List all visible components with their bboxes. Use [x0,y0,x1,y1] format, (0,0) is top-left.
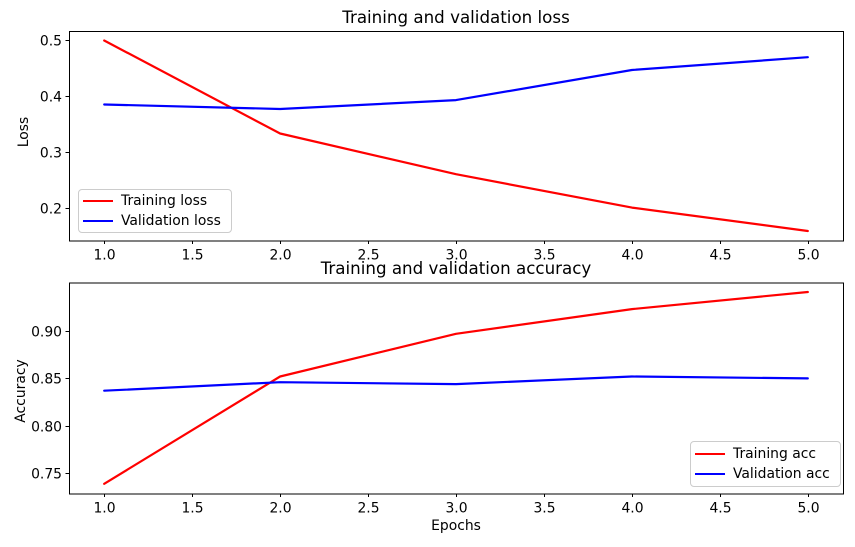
y-tick-label: 0.90 [31,324,62,340]
x-tick-label: 3.0 [445,500,467,516]
validation-acc-line-swatch [695,472,725,476]
x-tick-label: 1.5 [181,500,203,516]
y-tick-label: 0.80 [31,419,62,435]
loss-legend: Training loss Validation loss [78,189,232,233]
legend-entry-validation-acc: Validation acc [695,464,830,484]
validation-loss-line-swatch [83,219,113,223]
training-acc-line [103,290,809,485]
x-tick-label: 4.5 [709,500,731,516]
training-acc-legend-label: Training acc [733,446,817,462]
x-tick-label: 2.5 [357,500,379,516]
legend-entry-training-acc: Training acc [695,444,830,464]
x-tick-label: 5.0 [797,500,819,516]
x-tick-label: 4.0 [621,500,643,516]
y-tick-label: 0.4 [40,89,62,105]
y-tick-label: 0.85 [31,371,62,387]
x-tick-label: 2.0 [269,248,291,264]
training-acc-line-swatch [695,452,725,456]
validation-loss-line [103,56,809,111]
epochs-x-axis-label: Epochs [431,518,481,534]
validation-acc-line [103,375,809,392]
training-loss-line [103,39,809,233]
x-tick-label: 1.0 [93,248,115,264]
x-tick-label: 3.5 [533,248,555,264]
y-tick-label: 0.3 [40,145,62,161]
training-loss-legend-label: Training loss [121,193,208,209]
x-tick-label: 2.0 [269,500,291,516]
validation-acc-legend-label: Validation acc [733,466,830,482]
x-tick-label: 1.0 [93,500,115,516]
validation-loss-legend-label: Validation loss [121,213,221,229]
loss-y-axis-label: Loss [16,116,32,148]
y-tick-label: 0.2 [40,201,62,217]
training-loss-line-swatch [83,199,113,203]
x-tick-label: 4.5 [709,248,731,264]
legend-entry-validation-loss: Validation loss [83,211,221,231]
accuracy-y-axis-label: Accuracy [13,359,29,423]
x-tick-label: 5.0 [797,248,819,264]
accuracy-chart-title: Training and validation accuracy [320,258,592,278]
x-tick-label: 3.0 [445,248,467,264]
x-tick-label: 3.5 [533,500,555,516]
accuracy-legend: Training acc Validation acc [690,441,841,487]
legend-entry-training-loss: Training loss [83,191,221,211]
x-tick-label: 1.5 [181,248,203,264]
y-tick-label: 0.5 [40,33,62,49]
x-tick-label: 2.5 [357,248,379,264]
y-tick-label: 0.75 [31,466,62,482]
x-tick-label: 4.0 [621,248,643,264]
loss-chart-title: Training and validation loss [342,7,570,27]
